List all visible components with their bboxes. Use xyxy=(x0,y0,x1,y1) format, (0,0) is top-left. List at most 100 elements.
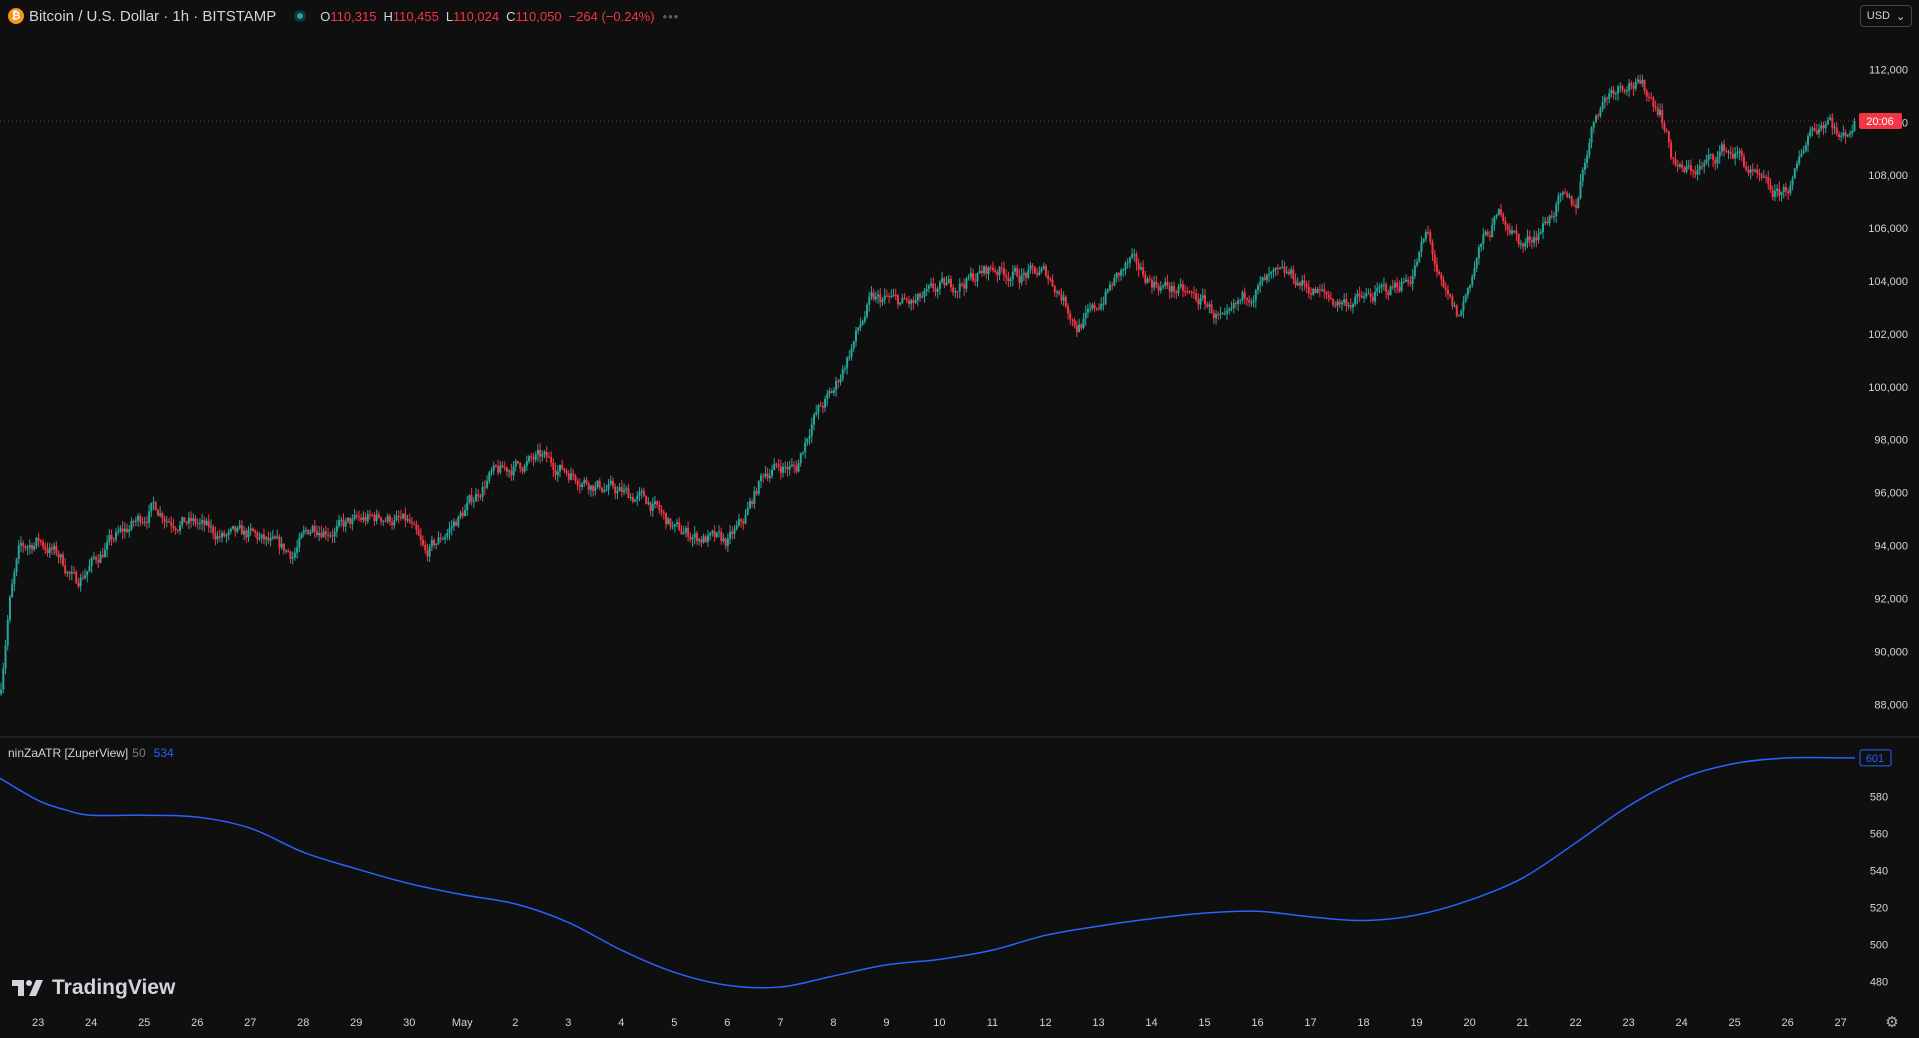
candle-body xyxy=(265,537,268,540)
candle-body xyxy=(1080,324,1083,328)
candle-body xyxy=(1641,80,1644,84)
candle-body xyxy=(1040,268,1043,272)
candle-body xyxy=(1698,166,1701,170)
symbol-title[interactable]: Bitcoin / U.S. Dollar · 1h · BITSTAMP xyxy=(29,7,277,25)
candle-body xyxy=(499,465,502,473)
candle-body xyxy=(748,500,751,508)
time-tick-label: 16 xyxy=(1251,1017,1263,1029)
candle-body xyxy=(863,316,866,322)
candle-body xyxy=(128,529,131,532)
candle-body xyxy=(594,486,597,492)
candle-body xyxy=(1654,106,1657,109)
candle-body xyxy=(461,512,464,516)
candle-body xyxy=(1751,169,1754,172)
candle-body xyxy=(642,490,645,497)
price-pane[interactable] xyxy=(0,74,1856,697)
candle-body xyxy=(77,582,80,587)
candle-body xyxy=(536,449,539,455)
candle-body xyxy=(1701,166,1704,168)
candle-body xyxy=(1784,187,1787,192)
candle-body xyxy=(702,536,705,543)
candle-body xyxy=(1546,221,1549,224)
candle-body xyxy=(936,288,939,292)
time-tick-label: 12 xyxy=(1039,1017,1051,1029)
candle-body xyxy=(298,538,301,548)
ohlc-close-key: C xyxy=(506,8,516,24)
candle-body xyxy=(1327,294,1330,298)
time-axis[interactable]: 23 24 25 26 27 28 29 30 May 2 3 4 5 6 7 8 9 10 11 12 13 14 15 1… xyxy=(32,1017,1847,1029)
ohlc-close-value: 110,050 xyxy=(515,8,562,24)
candle-body xyxy=(941,278,944,283)
candle-body xyxy=(172,525,175,529)
candle-body xyxy=(1427,231,1430,233)
candle-body xyxy=(764,473,767,477)
candle-body xyxy=(1462,301,1465,311)
price-tick-label: 96,000 xyxy=(1874,488,1908,500)
candle-body xyxy=(1011,271,1014,280)
market-status-icon[interactable] xyxy=(294,10,307,22)
price-change: −264 (−0.24%) xyxy=(568,8,655,24)
atr-axis[interactable]: 480 500 520 540 560 580 601 xyxy=(1859,749,1892,989)
symbol-legend[interactable]: ₿ Bitcoin / U.S. Dollar · 1h · BITSTAMP … xyxy=(8,6,679,26)
candle-body xyxy=(1259,281,1262,286)
candle-body xyxy=(1400,282,1403,292)
candle-body xyxy=(488,472,491,481)
candle-body xyxy=(572,473,575,476)
candle-body xyxy=(1303,280,1306,284)
price-axis[interactable]: 88,000 90,000 92,000 94,000 96,000 98,000 100,… xyxy=(0,64,1908,711)
candle-body xyxy=(342,519,345,527)
candle-body xyxy=(1826,120,1829,125)
currency-selector[interactable]: USD ⌄ xyxy=(1860,5,1912,27)
candle-body xyxy=(636,495,639,500)
candle-body xyxy=(563,468,566,471)
candle-body xyxy=(837,380,840,383)
more-options-icon[interactable]: ••• xyxy=(662,8,680,24)
candle-body xyxy=(1473,268,1476,277)
candle-body xyxy=(1535,237,1538,241)
candle-body xyxy=(510,470,513,476)
candle-body xyxy=(759,475,762,482)
candle-body xyxy=(1550,215,1553,217)
candle-body xyxy=(455,521,458,526)
atr-tick-label: 480 xyxy=(1870,977,1888,989)
candle-body xyxy=(653,501,656,505)
candle-body xyxy=(1371,296,1374,302)
candle-body xyxy=(1590,127,1593,143)
candle-body xyxy=(463,510,466,516)
candle-body xyxy=(1338,301,1341,305)
candle-body xyxy=(1778,188,1781,196)
tradingview-logo[interactable]: TradingView xyxy=(12,976,175,1000)
candle-body xyxy=(218,536,221,538)
candle-body xyxy=(1533,237,1536,243)
indicator-name[interactable]: ninZaATR [ZuperView] xyxy=(8,746,129,760)
candle-body xyxy=(73,571,76,573)
atr-tick-label: 520 xyxy=(1870,903,1888,915)
candle-body xyxy=(240,525,243,535)
candle-body xyxy=(452,521,455,527)
candle-body xyxy=(961,283,964,285)
candle-body xyxy=(457,516,460,526)
candle-body xyxy=(1667,131,1670,143)
indicator-legend[interactable]: ninZaATR [ZuperView] 50 534 xyxy=(8,746,174,760)
candle-body xyxy=(691,537,694,540)
candle-body xyxy=(112,539,115,541)
candle-body xyxy=(424,544,427,551)
candle-body xyxy=(282,543,285,551)
candle-body xyxy=(1146,279,1149,283)
atr-pane[interactable] xyxy=(0,756,1855,989)
candle-body xyxy=(905,299,908,301)
candle-body xyxy=(768,475,771,478)
candle-body xyxy=(596,480,599,487)
candle-body xyxy=(943,278,946,286)
candle-body xyxy=(1265,274,1268,281)
time-tick-label: 15 xyxy=(1198,1017,1210,1029)
candle-body xyxy=(1228,308,1231,311)
time-tick-label: 8 xyxy=(830,1017,836,1029)
candle-body xyxy=(1674,158,1677,165)
candle-body xyxy=(117,531,120,533)
gear-icon[interactable]: ⚙ xyxy=(1885,1014,1899,1031)
candle-body xyxy=(1760,174,1763,178)
candle-body xyxy=(267,537,270,541)
candle-body xyxy=(494,465,497,467)
